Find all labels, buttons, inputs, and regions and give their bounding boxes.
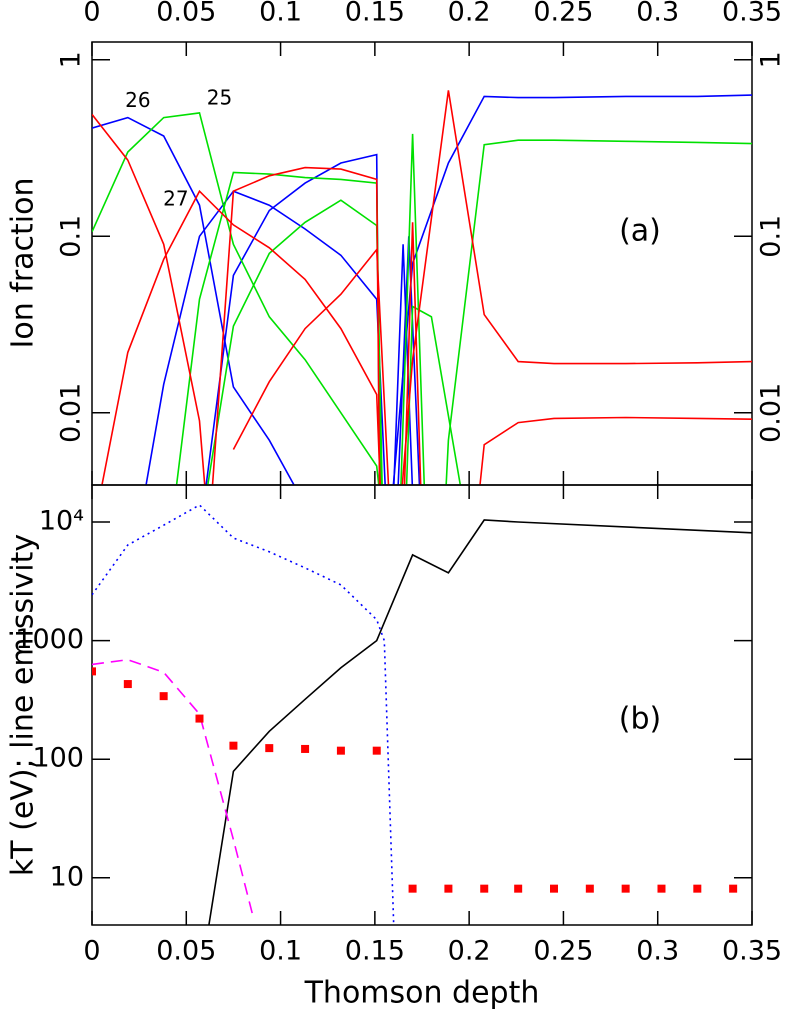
marker <box>336 746 345 755</box>
series-line <box>479 416 752 485</box>
plot-frame <box>91 484 753 926</box>
x-tick-label: 0.05 <box>156 0 216 28</box>
series-line <box>401 90 752 485</box>
x-tick-label: 0.2 <box>448 0 491 28</box>
marker <box>585 884 594 893</box>
x-axis-label: Thomson depth <box>304 976 540 1011</box>
series-line <box>403 222 422 485</box>
plot-area <box>92 90 752 485</box>
x-tick-label: 0.1 <box>259 936 302 967</box>
x-tick-label: 0.1 <box>259 0 302 28</box>
x-tick-label: 0.35 <box>722 936 782 967</box>
x-tick-label: 0.15 <box>345 936 405 967</box>
y-tick-label: 1 <box>56 51 87 68</box>
y-tick-label: 100 <box>32 743 84 774</box>
annotation: (b) <box>619 702 661 737</box>
series-line <box>232 247 390 485</box>
y-axis-label: kT (eV); line emissivity <box>6 534 41 876</box>
y-tick-label: 10⁴ <box>39 505 84 536</box>
annotation: (a) <box>619 214 661 249</box>
x-tick-label: 0.2 <box>448 936 491 967</box>
series-line <box>92 504 395 925</box>
x-tick-label: 0.05 <box>156 936 216 967</box>
x-tick-label: 0.35 <box>722 0 782 28</box>
marker <box>265 744 274 753</box>
series-line <box>92 112 380 485</box>
marker <box>159 692 168 701</box>
y-tick-label: 1 <box>756 51 787 68</box>
series-line <box>175 171 382 485</box>
series-line <box>445 139 752 485</box>
y-tick-label: 0.1 <box>756 215 787 258</box>
y-tick-label: 10 <box>50 861 84 892</box>
marker <box>301 744 310 753</box>
curve-label: 27 <box>163 187 188 211</box>
series-line <box>92 113 206 485</box>
marker <box>693 884 702 893</box>
y-axis-label: Ion fraction <box>6 178 41 349</box>
marker <box>444 884 453 893</box>
marker <box>408 884 417 893</box>
y-tick-label: 0.1 <box>56 215 87 258</box>
marker <box>229 741 238 750</box>
x-tick-label: 0.25 <box>533 936 593 967</box>
x-tick-label: 0 <box>83 0 100 28</box>
x-tick-label: 0.15 <box>345 0 405 28</box>
curve-label: 25 <box>207 85 232 109</box>
marker <box>514 884 523 893</box>
plot-area <box>92 504 752 925</box>
curve-label: 26 <box>125 88 150 112</box>
series-line <box>211 166 381 485</box>
y-tick-label: 0.01 <box>56 383 87 443</box>
marker <box>195 714 204 723</box>
marker <box>729 884 738 893</box>
y-tick-label: 1000 <box>15 624 84 655</box>
x-tick-label: 0 <box>83 936 100 967</box>
series-line <box>392 94 752 485</box>
x-tick-label: 0.3 <box>636 936 679 967</box>
x-tick-label: 0.3 <box>636 0 679 28</box>
series-line <box>101 189 382 485</box>
series-line <box>205 153 381 485</box>
marker <box>621 884 630 893</box>
marker <box>550 884 558 893</box>
marker <box>123 680 132 689</box>
series-line <box>400 133 426 485</box>
y-tick-label: 0.01 <box>756 383 787 443</box>
series-line <box>208 519 752 925</box>
series-line <box>92 116 295 485</box>
marker <box>372 746 381 755</box>
x-tick-label: 0.25 <box>533 0 593 28</box>
marker <box>657 884 666 893</box>
marker <box>480 884 489 893</box>
series-line <box>92 658 254 914</box>
marker <box>92 667 96 676</box>
